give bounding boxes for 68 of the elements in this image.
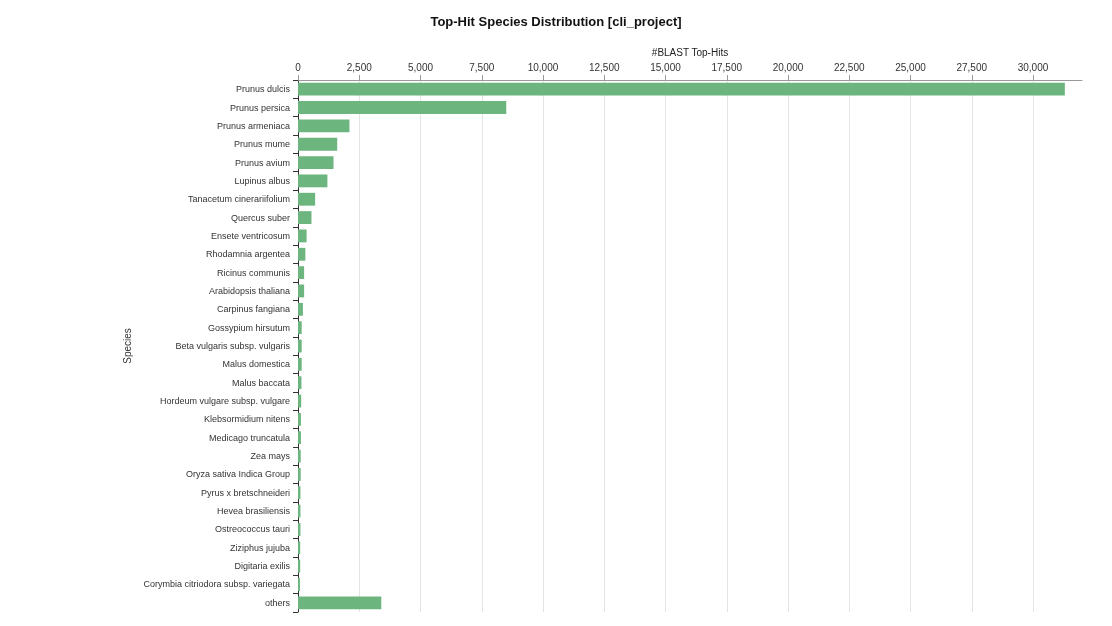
bar bbox=[298, 412, 301, 426]
bar bbox=[298, 156, 334, 169]
y-tick-label: Digitaria exilis bbox=[234, 561, 291, 572]
y-tick-label: Lupinus albus bbox=[234, 175, 291, 186]
y-tick-label: Arabidopsis thaliana bbox=[208, 285, 290, 296]
y-tick-label: Corymbia citriodora subsp. variegata bbox=[143, 579, 290, 590]
bar bbox=[298, 284, 305, 298]
y-tick-label: Klebsormidium nitens bbox=[203, 414, 291, 425]
y-tick-label: Ziziphus jujuba bbox=[229, 542, 290, 553]
y-tick-label: Rhodamnia argentea bbox=[205, 249, 290, 260]
y-tick-label: Beta vulgaris subsp. vulgaris bbox=[175, 341, 291, 351]
x-tick-label: 5,000 bbox=[407, 61, 434, 73]
y-tick-label: Prunus mume bbox=[233, 139, 290, 150]
x-tick-label: 30,000 bbox=[1017, 61, 1049, 73]
y-tick-label: Prunus avium bbox=[234, 157, 290, 168]
bar bbox=[298, 192, 316, 206]
bar bbox=[298, 137, 338, 151]
y-tick-label: Ricinus communis bbox=[216, 267, 291, 278]
bar bbox=[298, 449, 301, 463]
y-tick-label: Tanacetum cinerariifolium bbox=[187, 194, 290, 205]
y-tick-label: Quercus suber bbox=[230, 212, 290, 223]
bar bbox=[298, 211, 312, 225]
y-tick-label: Prunus persica bbox=[229, 102, 290, 113]
x-tick-label: 10,000 bbox=[527, 61, 559, 73]
x-tick-label: 25,000 bbox=[895, 61, 927, 73]
bar bbox=[298, 302, 303, 316]
bar bbox=[298, 247, 306, 261]
y-tick-label: Hordeum vulgare subsp. vulgare bbox=[159, 396, 290, 407]
y-tick-label: Pyrus x bretschneideri bbox=[200, 487, 290, 498]
x-axis-title: #BLAST Top-Hits bbox=[651, 46, 729, 58]
x-tick-label: 12,500 bbox=[588, 61, 620, 73]
y-tick-label: Gossypium hirsutum bbox=[207, 322, 290, 333]
x-tick-label: 7,500 bbox=[469, 61, 495, 73]
y-tick-label: others bbox=[264, 597, 291, 608]
y-tick-label: Prunus armeniaca bbox=[216, 120, 290, 131]
y-tick-label: Medicago truncatula bbox=[208, 432, 290, 443]
y-axis-title: Species bbox=[122, 328, 134, 364]
bar bbox=[298, 174, 328, 188]
bar bbox=[298, 321, 302, 335]
y-tick-label: Oryza sativa Indica Group bbox=[185, 469, 290, 480]
bar bbox=[298, 357, 302, 371]
bar bbox=[298, 101, 507, 114]
y-tick-label: Ostreococcus tauri bbox=[214, 524, 290, 535]
bar bbox=[298, 339, 302, 353]
chart-title: Top-Hit Species Distribution [cli_project] bbox=[430, 14, 682, 29]
y-tick-label: Prunus dulcis bbox=[235, 84, 291, 95]
bar bbox=[298, 467, 301, 481]
bar bbox=[298, 559, 301, 573]
y-tick-label: Malus baccata bbox=[231, 377, 290, 388]
bar bbox=[298, 266, 305, 280]
y-tick-label: Malus domestica bbox=[222, 359, 290, 370]
bar bbox=[298, 596, 382, 610]
bar bbox=[298, 229, 307, 243]
x-tick-label: 0 bbox=[295, 61, 302, 73]
x-tick-label: 17,500 bbox=[711, 61, 743, 73]
bar bbox=[298, 119, 350, 133]
x-tick-label: 20,000 bbox=[772, 61, 804, 73]
x-tick-label: 2,500 bbox=[346, 61, 373, 73]
y-tick-label: Carpinus fangiana bbox=[216, 304, 290, 315]
bar bbox=[298, 431, 301, 445]
y-tick-label: Hevea brasiliensis bbox=[216, 506, 291, 517]
x-tick-label: 27,500 bbox=[956, 61, 988, 73]
y-tick-label: Zea mays bbox=[250, 451, 291, 462]
bar bbox=[298, 541, 301, 555]
bar bbox=[298, 82, 1065, 96]
x-tick-label: 22,500 bbox=[833, 61, 865, 73]
x-tick-label: 15,000 bbox=[650, 61, 682, 73]
y-tick-label: Ensete ventricosum bbox=[210, 230, 290, 241]
